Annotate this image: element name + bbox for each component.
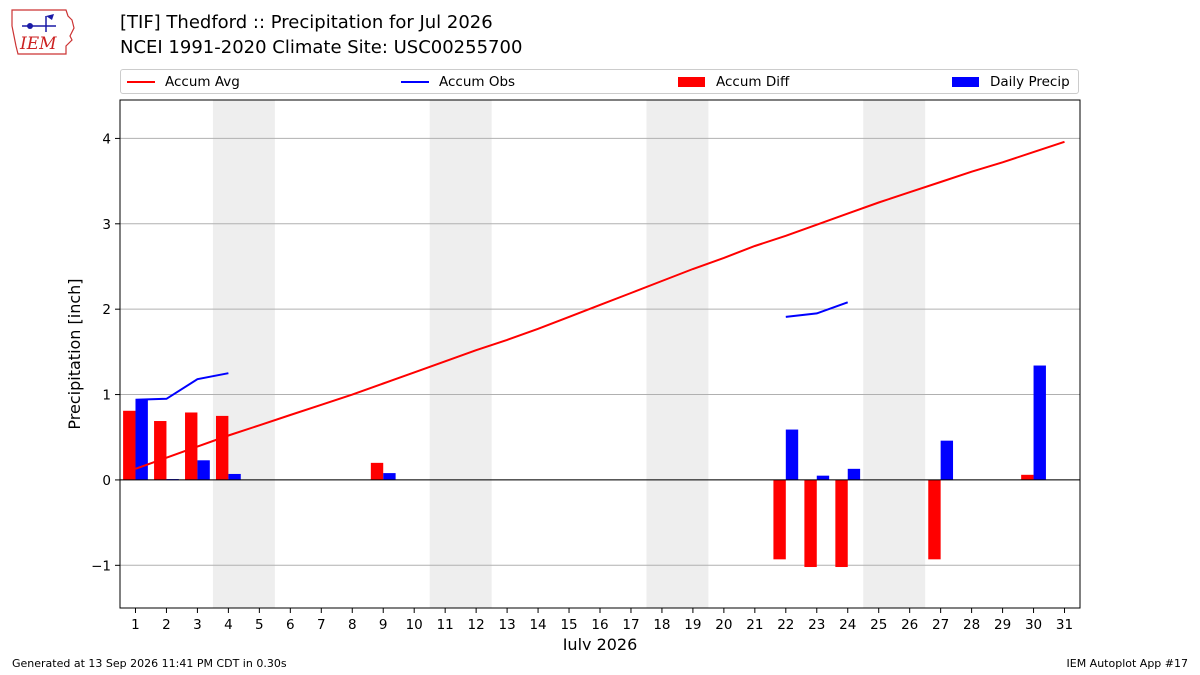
daily-precip-bar-30 — [1033, 365, 1046, 480]
accum-diff-bar-30 — [1021, 474, 1034, 480]
xtick-label-26: 26 — [901, 617, 918, 633]
xtick-label-25: 25 — [870, 617, 887, 633]
legend-label-daily-precip: Daily Precip — [990, 73, 1070, 90]
xtick-label-19: 19 — [684, 617, 701, 633]
xtick-label-4: 4 — [224, 617, 233, 633]
xtick-label-8: 8 — [348, 617, 357, 633]
accum-diff-bar-1 — [123, 410, 136, 480]
legend-swatch-accum-diff — [678, 76, 705, 87]
daily-precip-bar-9 — [383, 473, 396, 480]
ytick-label-3: 2 — [102, 302, 111, 318]
daily-precip-bar-1 — [135, 399, 148, 480]
xtick-label-5: 5 — [255, 617, 264, 633]
ytick-label-5: 4 — [102, 131, 111, 147]
accum-diff-bar-24 — [835, 479, 848, 568]
xtick-label-18: 18 — [653, 617, 670, 633]
legend-item-daily-precip: Daily Precip — [952, 70, 1070, 93]
legend-item-accum-diff: Accum Diff — [678, 70, 789, 93]
xtick-label-14: 14 — [529, 617, 546, 633]
weekend-shade-2 — [646, 100, 709, 608]
accum-diff-bar-9 — [370, 462, 384, 480]
accum-diff-bar-3 — [185, 412, 198, 480]
ytick-label-0: −1 — [91, 558, 111, 574]
accum-diff-bar-22 — [773, 479, 786, 560]
xtick-label-16: 16 — [591, 617, 608, 633]
xtick-label-1: 1 — [131, 617, 140, 633]
legend-label-accum-diff: Accum Diff — [716, 73, 790, 90]
xtick-label-22: 22 — [777, 617, 794, 633]
xtick-label-2: 2 — [162, 617, 171, 633]
accum-avg-line-0 — [135, 140, 1065, 470]
footer-generated: Generated at 13 Sep 2026 11:41 PM CDT in… — [12, 657, 287, 670]
y-axis-label: Precipitation [inch] — [65, 278, 84, 429]
xtick-label-6: 6 — [286, 617, 295, 633]
chart-subtitle: NCEI 1991-2020 Climate Site: USC00255700 — [120, 37, 523, 58]
daily-precip-bar-23 — [816, 475, 830, 480]
xtick-label-20: 20 — [715, 617, 732, 633]
iowa-outline-icon — [11, 9, 75, 55]
legend-item-accum-obs: Accum Obs — [401, 70, 515, 93]
axes — [115, 99, 1081, 613]
ytick-label-1: 0 — [102, 473, 111, 489]
xtick-label-3: 3 — [193, 617, 202, 633]
legend-label-accum-obs: Accum Obs — [439, 73, 516, 90]
daily-precip-bar-24 — [847, 468, 861, 480]
accum-diff-bar-27 — [928, 479, 941, 560]
lines — [135, 140, 1065, 470]
xtick-label-10: 10 — [406, 617, 423, 633]
xtick-label-28: 28 — [963, 617, 980, 633]
iem-logo: IEM — [11, 9, 75, 55]
chart-title: [TIF] Thedford :: Precipitation for Jul … — [120, 12, 493, 33]
legend-label-accum-avg: Accum Avg — [165, 73, 240, 90]
legend: Accum Avg Accum Obs Accum Diff Daily Pre… — [120, 69, 1079, 94]
accum-diff-bar-2 — [154, 421, 167, 480]
weekend-shading — [212, 100, 926, 608]
daily-precip-bar-22 — [785, 429, 799, 480]
logo-text: IEM — [19, 34, 57, 54]
legend-swatch-accum-avg — [127, 80, 155, 83]
xtick-label-13: 13 — [499, 617, 516, 633]
accum-obs-line-0 — [135, 372, 229, 401]
xtick-label-9: 9 — [379, 617, 388, 633]
xtick-label-7: 7 — [317, 617, 326, 633]
legend-swatch-daily-precip — [952, 76, 979, 87]
accum-obs-line-1 — [785, 301, 849, 318]
xtick-label-23: 23 — [808, 617, 825, 633]
xtick-label-17: 17 — [622, 617, 639, 633]
legend-item-accum-avg: Accum Avg — [127, 70, 240, 93]
xtick-label-30: 30 — [1025, 617, 1042, 633]
x-axis-label: July 2026 — [562, 635, 638, 650]
weekend-shade-1 — [429, 100, 492, 608]
accum-diff-bar-4 — [216, 415, 229, 480]
ytick-label-4: 3 — [102, 217, 111, 233]
ytick-label-2: 1 — [102, 388, 111, 404]
accum-diff-bar-23 — [804, 479, 817, 568]
daily-precip-bar-3 — [197, 460, 210, 480]
xtick-label-15: 15 — [560, 617, 577, 633]
xtick-label-21: 21 — [746, 617, 763, 633]
bars — [123, 365, 1046, 568]
weekend-shade-3 — [863, 100, 926, 608]
xtick-label-29: 29 — [994, 617, 1011, 633]
legend-swatch-accum-obs — [401, 80, 429, 83]
xtick-label-12: 12 — [468, 617, 485, 633]
daily-precip-bar-27 — [940, 440, 954, 480]
daily-precip-bar-4 — [228, 473, 241, 480]
plot-frame — [119, 99, 1081, 609]
footer-app: IEM Autoplot App #17 — [1066, 657, 1189, 670]
weekend-shade-0 — [212, 100, 275, 608]
xtick-label-24: 24 — [839, 617, 856, 633]
xtick-label-27: 27 — [932, 617, 949, 633]
xtick-label-11: 11 — [437, 617, 454, 633]
xtick-label-31: 31 — [1056, 617, 1073, 633]
